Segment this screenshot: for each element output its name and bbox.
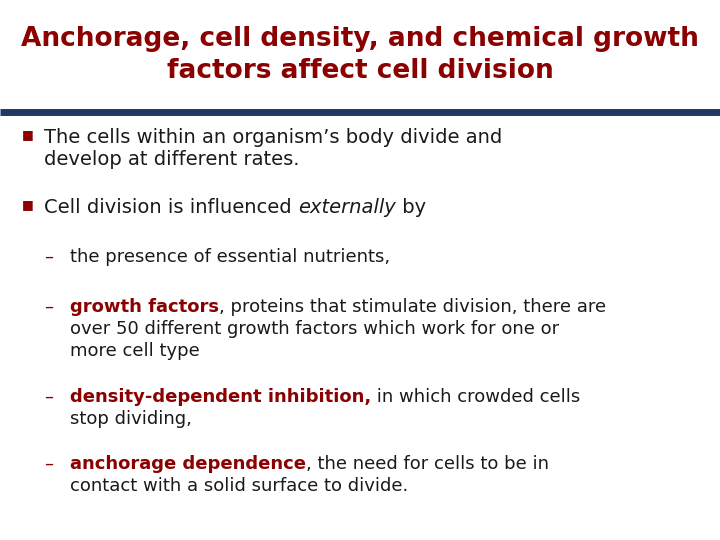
Text: externally: externally [298,198,395,217]
Text: anchorage dependence: anchorage dependence [70,455,306,473]
Text: , the need for cells to be in: , the need for cells to be in [306,455,549,473]
Text: Anchorage, cell density, and chemical growth
factors affect cell division: Anchorage, cell density, and chemical gr… [21,26,699,84]
Text: the presence of essential nutrients,: the presence of essential nutrients, [70,248,390,266]
Text: Cell division is influenced: Cell division is influenced [44,198,298,217]
Text: over 50 different growth factors which work for one or: over 50 different growth factors which w… [70,320,559,338]
Text: ■: ■ [22,128,34,141]
Text: more cell type: more cell type [70,342,199,360]
Text: by: by [395,198,426,217]
Text: , proteins that stimulate division, there are: , proteins that stimulate division, ther… [219,298,606,316]
Text: stop dividing,: stop dividing, [70,410,192,428]
Text: –: – [44,455,53,473]
Text: growth factors: growth factors [70,298,219,316]
Text: –: – [44,248,53,266]
Text: in which crowded cells: in which crowded cells [372,388,580,406]
Text: ■: ■ [22,198,34,211]
Text: contact with a solid surface to divide.: contact with a solid surface to divide. [70,477,408,495]
Text: density-dependent inhibition,: density-dependent inhibition, [70,388,372,406]
Text: –: – [44,388,53,406]
Text: The cells within an organism’s body divide and: The cells within an organism’s body divi… [44,128,503,147]
Text: –: – [44,298,53,316]
Text: develop at different rates.: develop at different rates. [44,150,300,169]
